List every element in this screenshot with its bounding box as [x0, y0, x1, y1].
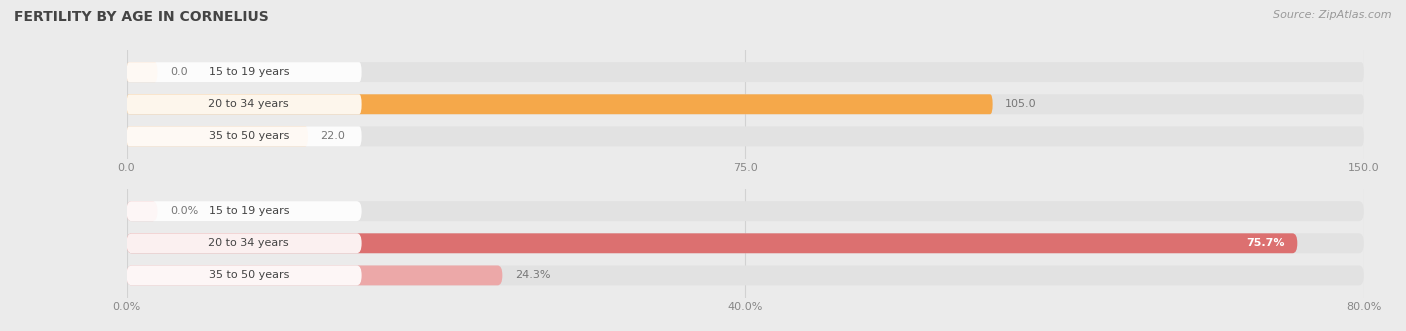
Text: 105.0: 105.0	[1005, 99, 1036, 109]
Text: 35 to 50 years: 35 to 50 years	[208, 270, 290, 280]
Text: 15 to 19 years: 15 to 19 years	[208, 206, 290, 216]
FancyBboxPatch shape	[127, 62, 361, 82]
FancyBboxPatch shape	[127, 94, 361, 114]
Text: 20 to 34 years: 20 to 34 years	[208, 238, 290, 248]
FancyBboxPatch shape	[127, 201, 361, 221]
FancyBboxPatch shape	[127, 62, 1364, 82]
FancyBboxPatch shape	[127, 233, 1364, 253]
Text: FERTILITY BY AGE IN CORNELIUS: FERTILITY BY AGE IN CORNELIUS	[14, 10, 269, 24]
Text: 75.7%: 75.7%	[1247, 238, 1285, 248]
Text: 0.0: 0.0	[170, 67, 187, 77]
FancyBboxPatch shape	[127, 201, 157, 221]
FancyBboxPatch shape	[127, 233, 361, 253]
FancyBboxPatch shape	[127, 233, 1298, 253]
Text: 15 to 19 years: 15 to 19 years	[208, 67, 290, 77]
FancyBboxPatch shape	[127, 94, 1364, 114]
FancyBboxPatch shape	[127, 201, 1364, 221]
FancyBboxPatch shape	[127, 265, 1364, 285]
Text: 24.3%: 24.3%	[515, 270, 550, 280]
FancyBboxPatch shape	[127, 126, 361, 146]
Text: 0.0%: 0.0%	[170, 206, 198, 216]
Text: 22.0: 22.0	[321, 131, 346, 141]
FancyBboxPatch shape	[127, 62, 157, 82]
FancyBboxPatch shape	[127, 126, 1364, 146]
Text: 35 to 50 years: 35 to 50 years	[208, 131, 290, 141]
FancyBboxPatch shape	[127, 265, 361, 285]
FancyBboxPatch shape	[127, 126, 308, 146]
FancyBboxPatch shape	[127, 94, 993, 114]
FancyBboxPatch shape	[127, 265, 502, 285]
Text: Source: ZipAtlas.com: Source: ZipAtlas.com	[1274, 10, 1392, 20]
Text: 20 to 34 years: 20 to 34 years	[208, 99, 290, 109]
